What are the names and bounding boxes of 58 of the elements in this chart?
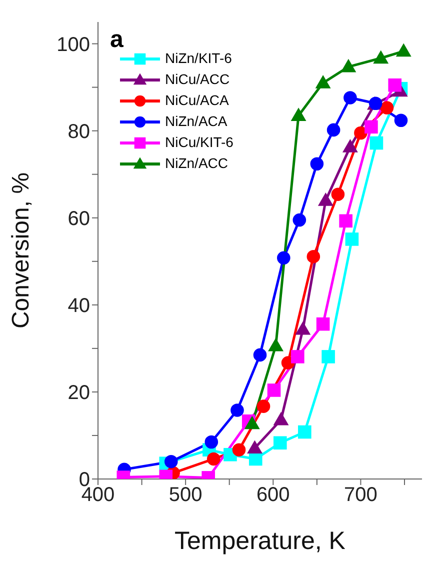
y-tick-label: 80 bbox=[68, 120, 90, 143]
point bbox=[339, 214, 352, 228]
point bbox=[267, 384, 281, 397]
point bbox=[394, 114, 408, 128]
point bbox=[364, 120, 378, 134]
y-tick-label: 40 bbox=[68, 295, 90, 318]
point bbox=[247, 440, 262, 454]
point bbox=[253, 348, 267, 362]
point bbox=[370, 136, 384, 150]
point bbox=[345, 232, 359, 246]
point bbox=[342, 140, 358, 152]
point bbox=[316, 76, 330, 88]
point bbox=[341, 60, 356, 72]
point bbox=[396, 44, 411, 57]
legend-label: NiCu/ACA bbox=[165, 91, 229, 110]
point bbox=[291, 108, 306, 122]
point bbox=[322, 350, 335, 364]
point bbox=[256, 400, 270, 413]
point bbox=[318, 193, 333, 206]
point bbox=[310, 157, 324, 171]
point bbox=[331, 188, 345, 202]
point bbox=[248, 452, 262, 466]
y-tick-label: 60 bbox=[68, 208, 90, 230]
point bbox=[230, 404, 244, 417]
y-tick-label: 20 bbox=[68, 382, 90, 404]
point bbox=[276, 251, 290, 265]
x-axis-title: Temperature, K bbox=[174, 527, 346, 555]
y-tick-label: 100 bbox=[56, 34, 90, 56]
x-tick-label: 500 bbox=[168, 484, 202, 506]
point bbox=[206, 452, 220, 466]
point bbox=[380, 101, 394, 114]
point bbox=[298, 425, 312, 439]
point bbox=[164, 454, 178, 468]
point bbox=[291, 350, 304, 364]
point bbox=[388, 78, 402, 92]
annotation: a bbox=[110, 26, 124, 54]
point bbox=[374, 50, 388, 64]
legend-label: NiZn/ACC bbox=[165, 154, 228, 173]
point bbox=[268, 338, 284, 352]
point bbox=[344, 91, 357, 104]
point bbox=[273, 436, 287, 450]
legend-label: NiZn/KIT-6 bbox=[165, 49, 232, 68]
legend-label: NiZn/ACA bbox=[165, 112, 228, 131]
point bbox=[232, 443, 246, 456]
x-tick-label: 700 bbox=[344, 484, 378, 506]
x-tick-label: 600 bbox=[256, 484, 290, 506]
legend-label: NiCu/ACC bbox=[165, 70, 230, 89]
point bbox=[204, 435, 218, 449]
legend-label: NiCu/KIT-6 bbox=[165, 133, 234, 152]
point bbox=[326, 123, 340, 137]
point bbox=[296, 322, 310, 335]
y-axis-title: Conversion, % bbox=[8, 172, 35, 329]
point bbox=[306, 250, 320, 264]
point bbox=[274, 412, 288, 426]
point bbox=[354, 126, 368, 140]
point bbox=[292, 213, 306, 227]
point bbox=[316, 317, 330, 331]
point bbox=[244, 416, 260, 430]
